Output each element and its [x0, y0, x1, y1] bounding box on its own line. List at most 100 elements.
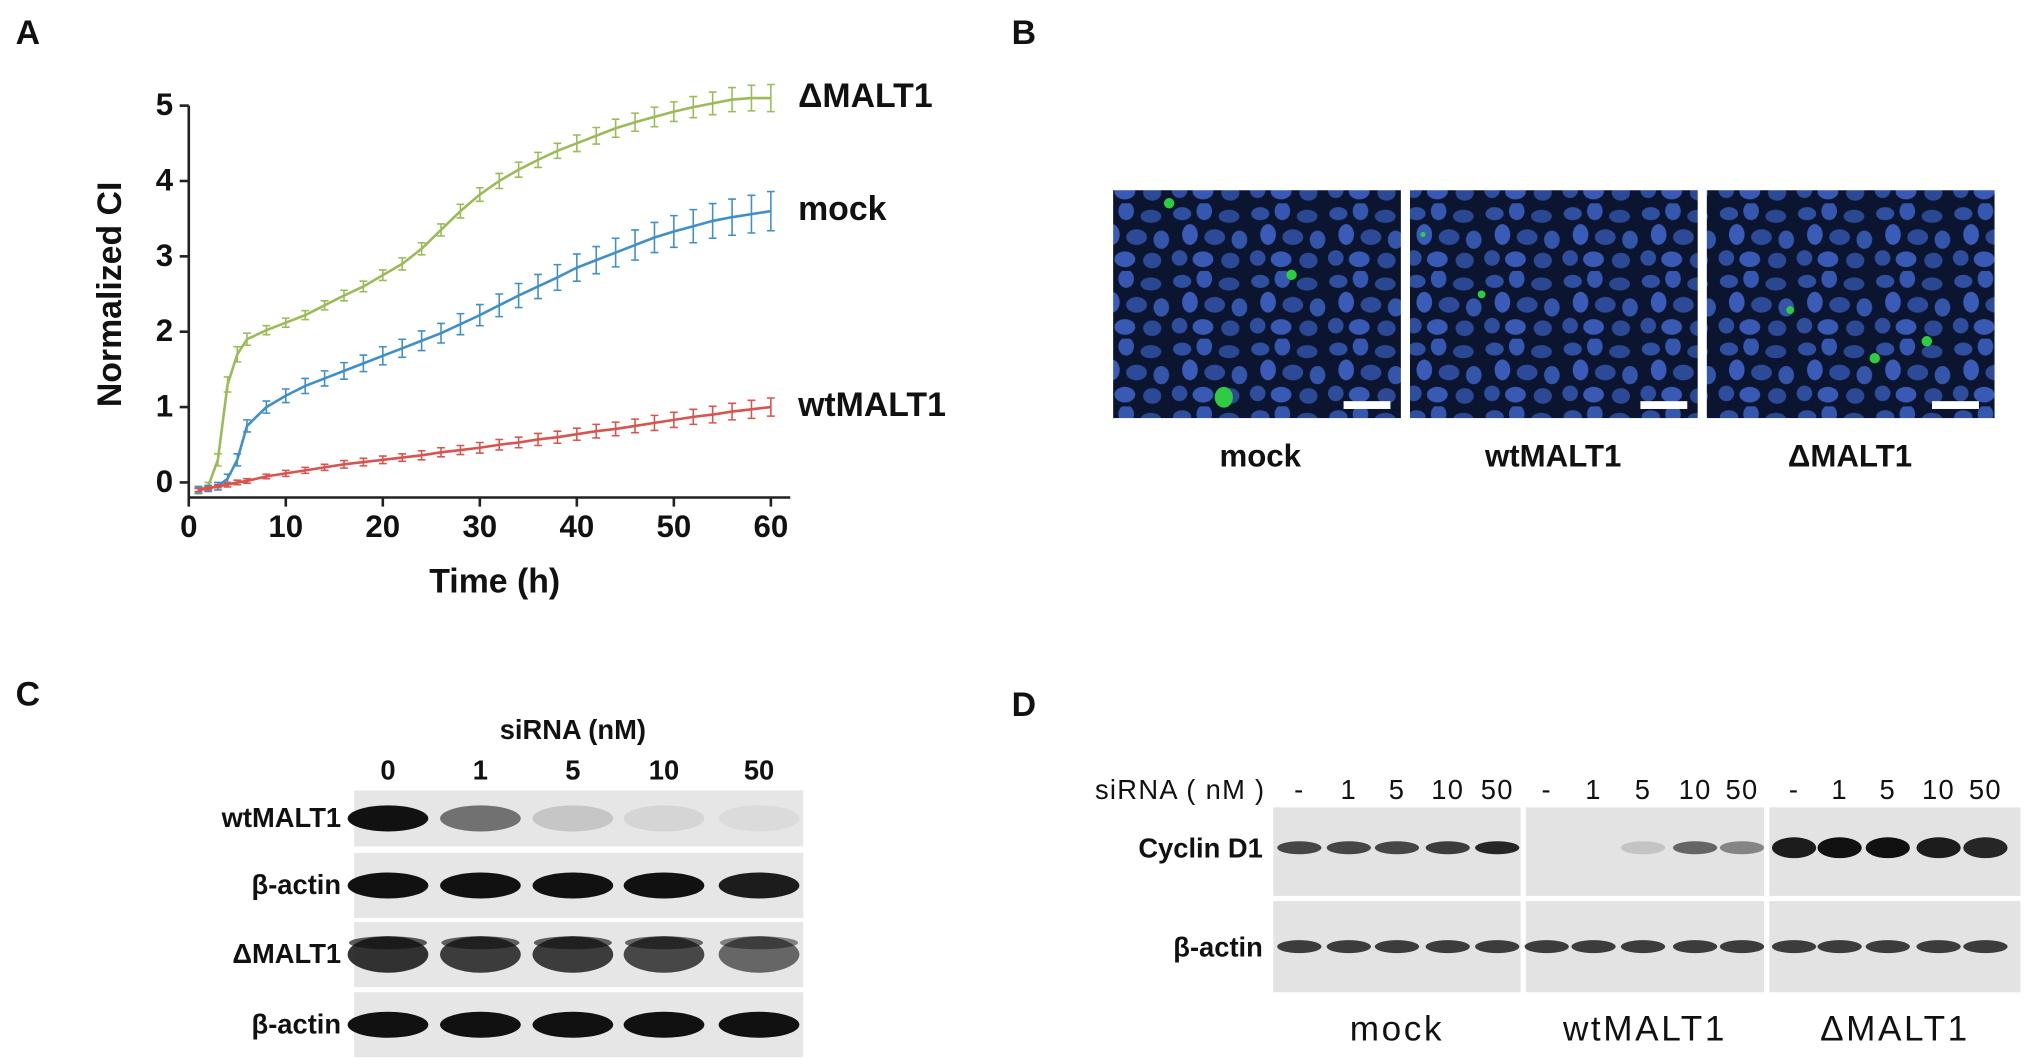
error-bar: [631, 112, 639, 133]
band: [533, 936, 612, 950]
image-caption: wtMALT1: [1484, 439, 1621, 474]
band: [1817, 940, 1862, 954]
error-bar: [766, 397, 775, 417]
row-label: β-actin: [1173, 931, 1263, 962]
error-bar: [301, 377, 310, 395]
error-bar: [611, 421, 620, 437]
series-line: [198, 405, 772, 492]
error-bar: [669, 411, 678, 429]
error-bar: [475, 441, 484, 454]
error-bar: [213, 483, 222, 489]
band: [347, 805, 429, 832]
blot-title: siRNA (nM): [500, 714, 646, 745]
lane-label: -: [1541, 774, 1551, 805]
error-bar: [378, 455, 387, 465]
error-bar: [592, 423, 601, 439]
error-bar: [320, 300, 329, 311]
group-label: ΔMALT1: [1820, 1010, 1970, 1049]
error-bar: [340, 289, 348, 302]
error-bar: [728, 198, 736, 237]
error-bar: [378, 269, 387, 282]
y-tick-label: 2: [156, 313, 173, 348]
lane-label: 50: [744, 754, 774, 785]
band: [1425, 841, 1470, 855]
error-bar: [534, 273, 542, 300]
error-bar: [243, 332, 251, 347]
lane-label: 5: [1635, 774, 1652, 805]
lane-label: 0: [380, 754, 395, 785]
error-bar: [340, 361, 348, 380]
y-axis-title: Normalized CI: [91, 182, 129, 408]
error-bar: [708, 91, 717, 116]
micrograph: [1113, 190, 1401, 419]
error-bar: [747, 399, 756, 420]
error-bar: [708, 405, 717, 424]
error-bar: [495, 438, 504, 451]
lane-label: 50: [1969, 774, 2002, 805]
lane-label: -: [1294, 774, 1304, 805]
error-bar: [766, 83, 775, 113]
error-bar: [417, 449, 426, 461]
error-bar: [359, 354, 368, 373]
error-bar: [708, 202, 717, 240]
band: [623, 1011, 705, 1038]
error-bar: [553, 263, 562, 292]
y-tick-label: 1: [156, 389, 173, 424]
lane-label: 5: [565, 754, 580, 785]
row-label: β-actin: [252, 869, 342, 900]
band: [441, 936, 520, 950]
band: [623, 805, 705, 832]
row-label: Cyclin D1: [1138, 833, 1263, 864]
x-tick-label: 60: [753, 509, 788, 544]
lane-label: 1: [1831, 774, 1848, 805]
band: [1374, 940, 1420, 954]
error-bar: [534, 432, 542, 447]
band: [718, 1011, 800, 1038]
error-bar: [243, 419, 251, 433]
band: [1277, 940, 1322, 954]
band: [1672, 841, 1718, 855]
lane-label: -: [1789, 774, 1799, 805]
error-bar: [747, 194, 756, 234]
lane-label: 10: [1922, 774, 1955, 805]
error-bar: [437, 223, 445, 237]
panel-label: B: [1012, 14, 1036, 52]
error-bar: [747, 84, 756, 112]
band: [1326, 841, 1371, 855]
band: [1771, 837, 1817, 859]
error-bar: [437, 446, 445, 458]
micrograph: [1706, 190, 1995, 419]
error-bar: [233, 479, 242, 486]
x-axis-title: Time (h): [429, 562, 560, 600]
x-tick-label: 20: [365, 509, 400, 544]
error-bar: [301, 466, 310, 475]
band: [440, 872, 521, 899]
panel-label: D: [1012, 686, 1036, 724]
error-bar: [417, 330, 426, 352]
y-tick-label: 5: [156, 87, 173, 122]
error-bar: [514, 436, 523, 449]
blot-strip: [1525, 807, 1765, 896]
error-bar: [281, 317, 290, 328]
band: [1326, 940, 1371, 954]
error-bar: [340, 459, 348, 469]
group-label: mock: [1350, 1010, 1444, 1049]
lane-label: 50: [1725, 774, 1758, 805]
band: [532, 1011, 614, 1038]
band: [624, 936, 704, 950]
error-bar: [611, 237, 620, 268]
x-tick-label: 50: [656, 509, 691, 544]
series-label: ΔMALT1: [798, 77, 933, 115]
band: [440, 805, 521, 832]
error-bar: [572, 253, 581, 282]
error-bar: [194, 487, 203, 493]
error-bar: [728, 86, 736, 113]
error-bar: [398, 453, 407, 463]
error-bar: [514, 282, 523, 309]
error-bar: [204, 486, 213, 491]
error-bar: [223, 481, 232, 488]
error-bar: [475, 186, 484, 203]
error-bar: [262, 473, 271, 480]
error-bar: [592, 245, 601, 275]
